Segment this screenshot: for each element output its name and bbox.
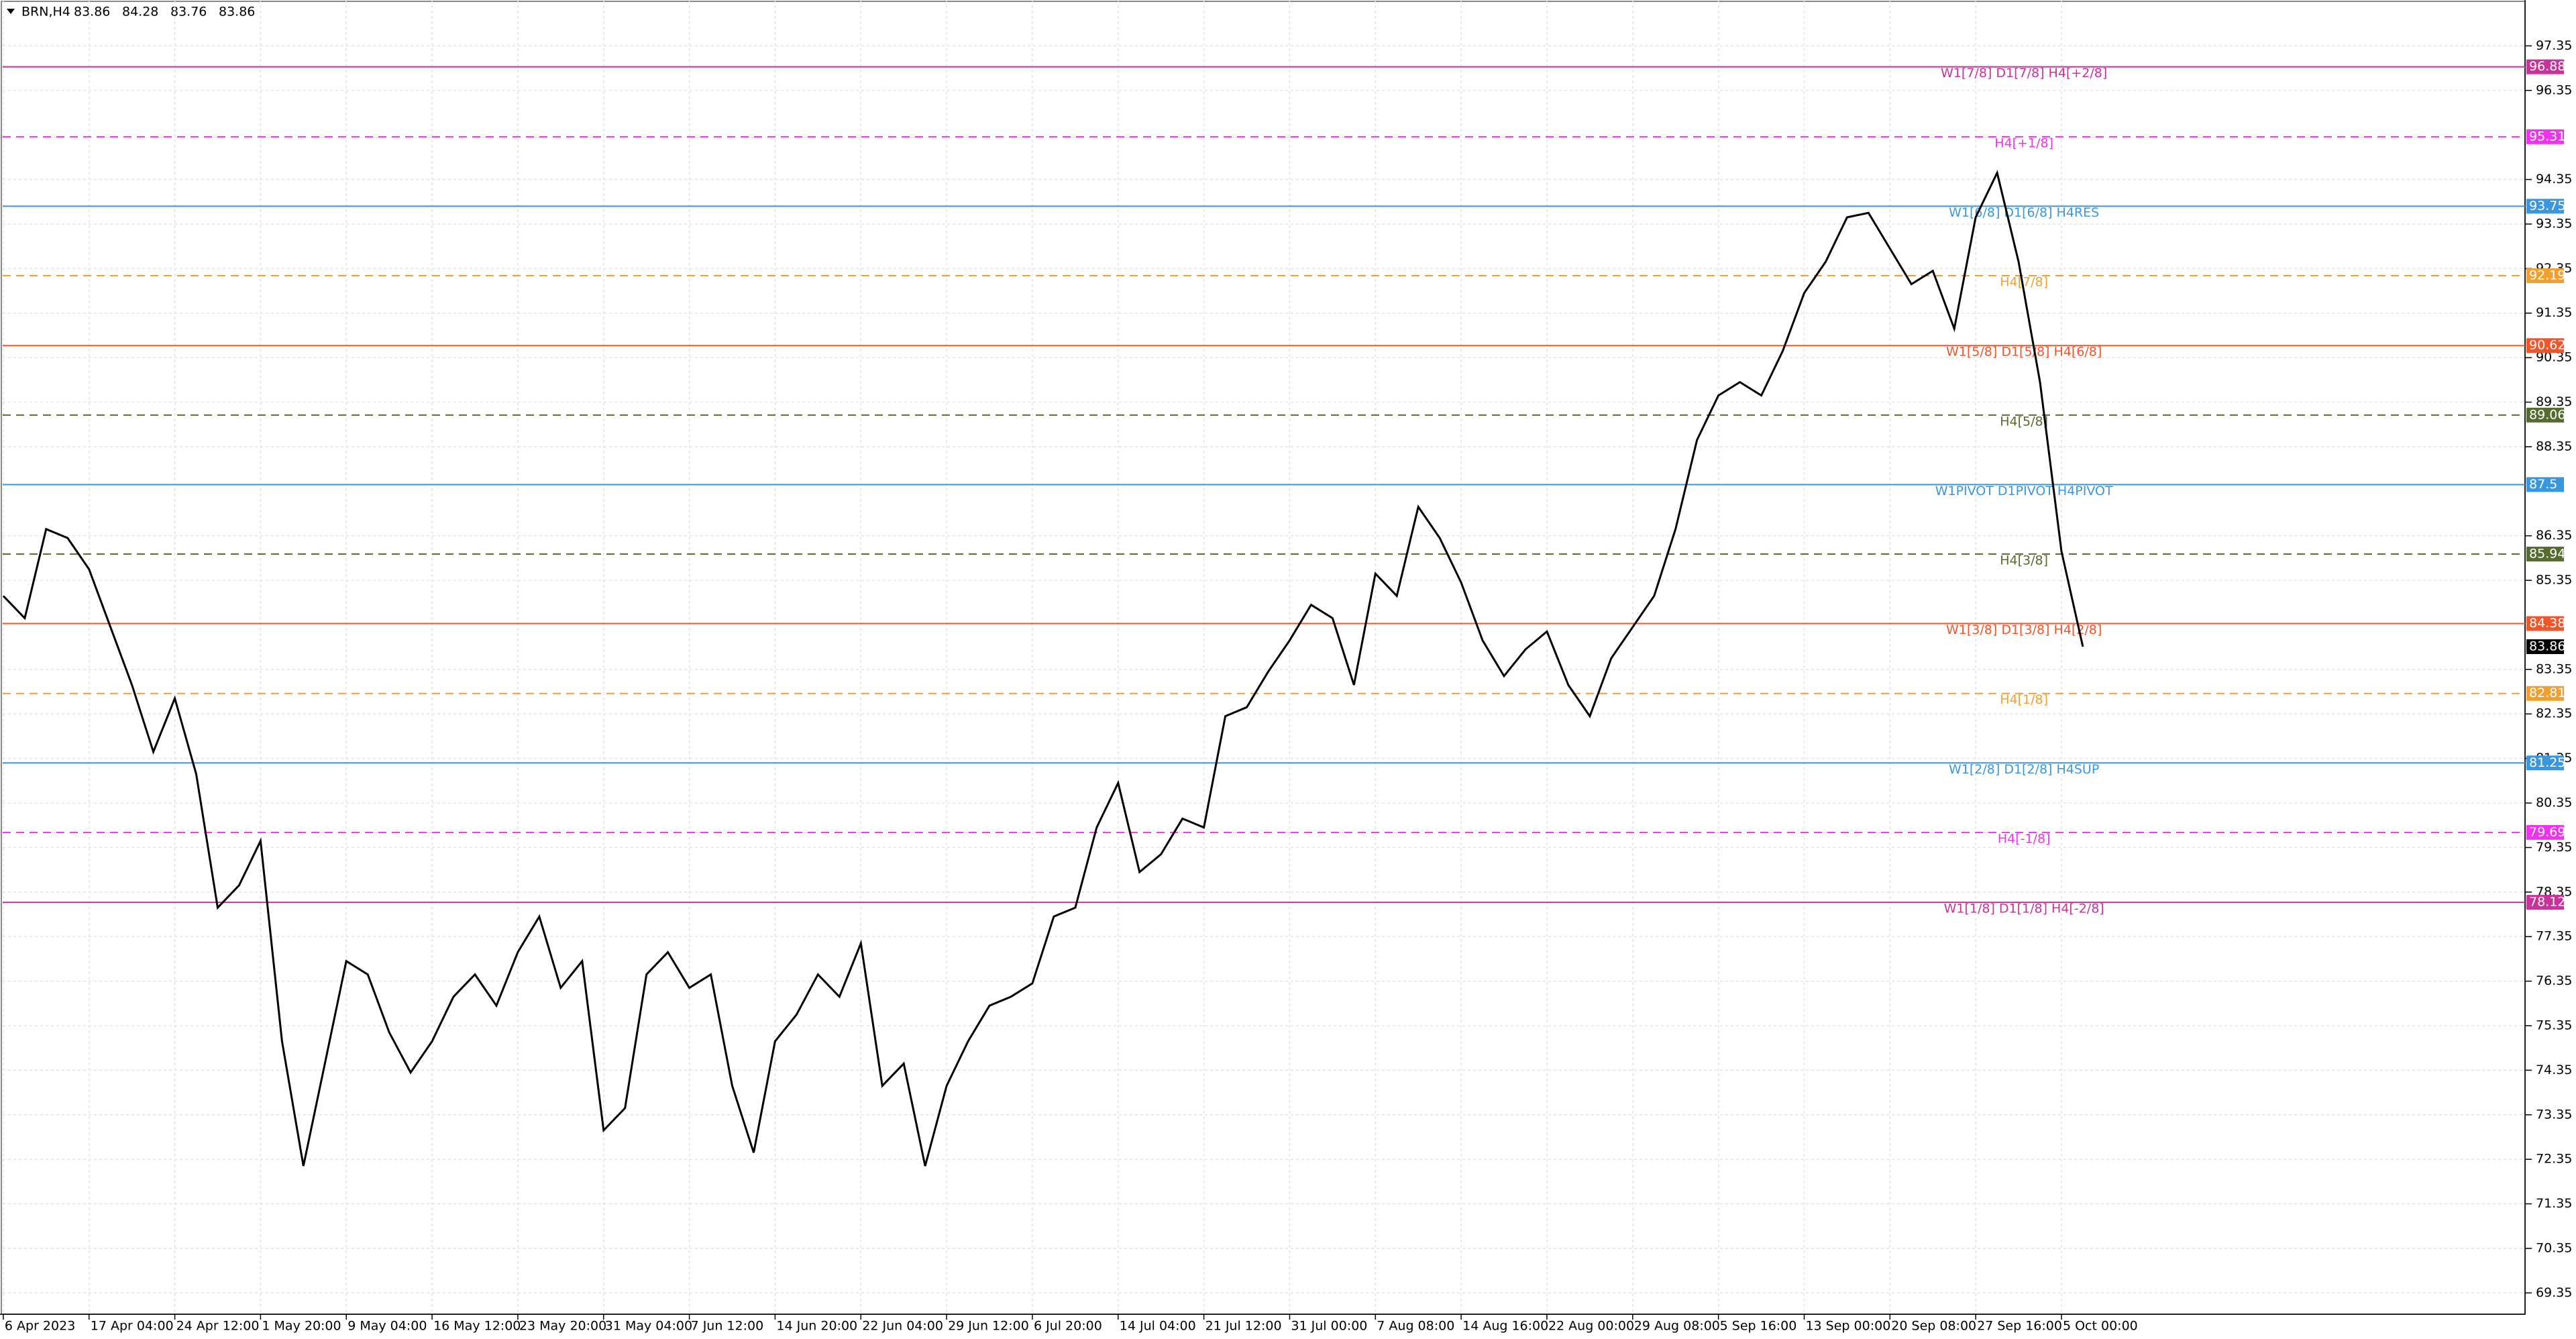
- level-label: W1PIVOT D1PIVOT H4PIVOT: [1935, 484, 2113, 498]
- level-price: 93.75: [2529, 199, 2565, 213]
- level-price: 90.62: [2529, 338, 2565, 353]
- header-value: 83.86: [219, 5, 255, 19]
- level-price-box: [2526, 895, 2565, 910]
- level-label: W1[1/8] D1[1/8] H4[-2/8]: [1944, 902, 2104, 916]
- y-tick-label: 74.35: [2536, 1063, 2572, 1077]
- level-label: H4[-1/8]: [1998, 831, 2051, 846]
- price-line: [2, 170, 2084, 1167]
- level-label: W1[6/8] D1[6/8] H4RES: [1949, 205, 2099, 220]
- x-tick-label: 13 Sep 00:00: [1805, 1319, 1890, 1334]
- level-price: 87.5: [2529, 477, 2557, 492]
- header-value: 83.76: [170, 5, 207, 19]
- y-tick-label: 79.35: [2536, 840, 2572, 855]
- last-price: 83.86: [2529, 639, 2565, 653]
- level-price: 82.81: [2529, 686, 2565, 700]
- x-tick-label: 29 Aug 08:00: [1634, 1319, 1720, 1334]
- y-tick-label: 73.35: [2536, 1107, 2572, 1122]
- y-tick-label: 72.35: [2536, 1152, 2572, 1167]
- x-tick-label: 7 Jun 12:00: [691, 1319, 764, 1334]
- level-price-box: [2526, 407, 2565, 423]
- x-tick-label: 17 Apr 04:00: [91, 1319, 174, 1334]
- x-tick-label: 23 May 20:00: [519, 1319, 606, 1334]
- level-price-box: [2526, 338, 2565, 354]
- y-tick-label: 76.35: [2536, 973, 2572, 988]
- y-tick-label: 70.35: [2536, 1240, 2572, 1255]
- x-tick-label: 22 Aug 00:00: [1548, 1319, 1634, 1334]
- level-label: H4[1/8]: [2000, 692, 2048, 707]
- level-price-box: [2526, 129, 2565, 144]
- y-tick-label: 82.35: [2536, 706, 2572, 721]
- y-tick-label: 69.35: [2536, 1285, 2572, 1300]
- y-tick-label: 93.35: [2536, 216, 2572, 231]
- x-tick-label: 27 Sep 16:00: [1977, 1319, 2062, 1334]
- level-label: H4[3/8]: [2000, 553, 2048, 568]
- level-price: 95.31: [2529, 129, 2565, 144]
- x-tick-label: 9 May 04:00: [347, 1319, 427, 1334]
- x-tick-label: 16 May 12:00: [433, 1319, 521, 1334]
- level-price-box: [2526, 616, 2565, 631]
- level-label: W1[7/8] D1[7/8] H4[+2/8]: [1941, 66, 2107, 81]
- x-tick-label: 6 Jul 20:00: [1034, 1319, 1102, 1334]
- menu-arrow[interactable]: [7, 9, 15, 14]
- level-price: 81.25: [2529, 755, 2565, 770]
- level-label: H4[7/8]: [2000, 274, 2048, 289]
- level-price-box: [2526, 755, 2565, 771]
- x-tick-label: 14 Jul 04:00: [1120, 1319, 1196, 1334]
- x-tick-label: 14 Jun 20:00: [776, 1319, 857, 1334]
- level-price: 79.69: [2529, 824, 2565, 839]
- y-tick-label: 88.35: [2536, 439, 2572, 453]
- last-price-box: [2526, 639, 2565, 654]
- y-tick-label: 96.35: [2536, 83, 2572, 97]
- level-price-box: [2526, 477, 2565, 492]
- header-value: 83.86: [74, 5, 110, 19]
- y-tick-label: 97.35: [2536, 38, 2572, 53]
- x-tick-label: 22 Jun 04:00: [862, 1319, 943, 1334]
- level-price-box: [2526, 59, 2565, 74]
- level-label: W1[2/8] D1[2/8] H4SUP: [1949, 762, 2099, 777]
- header-value: 84.28: [122, 5, 158, 19]
- y-tick-label: 83.35: [2536, 661, 2572, 676]
- level-price-box: [2526, 268, 2565, 283]
- level-label: W1[5/8] D1[5/8] H4[6/8]: [1946, 345, 2102, 360]
- y-tick-label: 94.35: [2536, 172, 2572, 186]
- level-price-box: [2526, 546, 2565, 561]
- level-price-box: [2526, 824, 2565, 840]
- y-tick-label: 75.35: [2536, 1018, 2572, 1032]
- x-tick-label: 14 Aug 16:00: [1462, 1319, 1548, 1334]
- x-tick-label: 1 May 20:00: [262, 1319, 341, 1334]
- y-tick-label: 80.35: [2536, 796, 2572, 810]
- y-tick-label: 91.35: [2536, 305, 2572, 320]
- level-price: 96.88: [2529, 59, 2565, 74]
- y-tick-label: 89.35: [2536, 394, 2572, 409]
- chart-title: BRN,H4: [21, 5, 70, 19]
- x-tick-label: 31 May 04:00: [605, 1319, 692, 1334]
- x-tick-label: 20 Sep 08:00: [1891, 1319, 1976, 1334]
- x-tick-label: 29 Jun 12:00: [948, 1319, 1029, 1334]
- x-tick-label: 31 Jul 00:00: [1291, 1319, 1367, 1334]
- level-price: 85.94: [2529, 546, 2565, 561]
- x-tick-label: 21 Jul 12:00: [1205, 1319, 1282, 1334]
- x-tick-label: 24 Apr 12:00: [176, 1319, 260, 1334]
- level-price: 84.38: [2529, 616, 2565, 631]
- x-tick-label: 5 Sep 16:00: [1720, 1319, 1797, 1334]
- level-price-box: [2526, 199, 2565, 214]
- level-label: H4[+1/8]: [1994, 136, 2053, 150]
- y-tick-label: 90.35: [2536, 350, 2572, 365]
- level-price: 89.06: [2529, 407, 2565, 422]
- level-price-box: [2526, 686, 2565, 701]
- x-tick-label: 7 Aug 08:00: [1377, 1319, 1454, 1334]
- y-tick-label: 85.35: [2536, 573, 2572, 588]
- level-price: 92.19: [2529, 268, 2565, 282]
- x-tick-label: 5 Oct 00:00: [2063, 1319, 2138, 1334]
- x-tick-label: 6 Apr 2023: [5, 1319, 75, 1334]
- level-price: 78.12: [2529, 895, 2565, 910]
- level-label: H4[5/8]: [2000, 414, 2048, 429]
- y-tick-label: 71.35: [2536, 1196, 2572, 1211]
- y-tick-label: 86.35: [2536, 528, 2572, 543]
- y-tick-label: 77.35: [2536, 929, 2572, 944]
- level-label: W1[3/8] D1[3/8] H4[2/8]: [1946, 623, 2102, 637]
